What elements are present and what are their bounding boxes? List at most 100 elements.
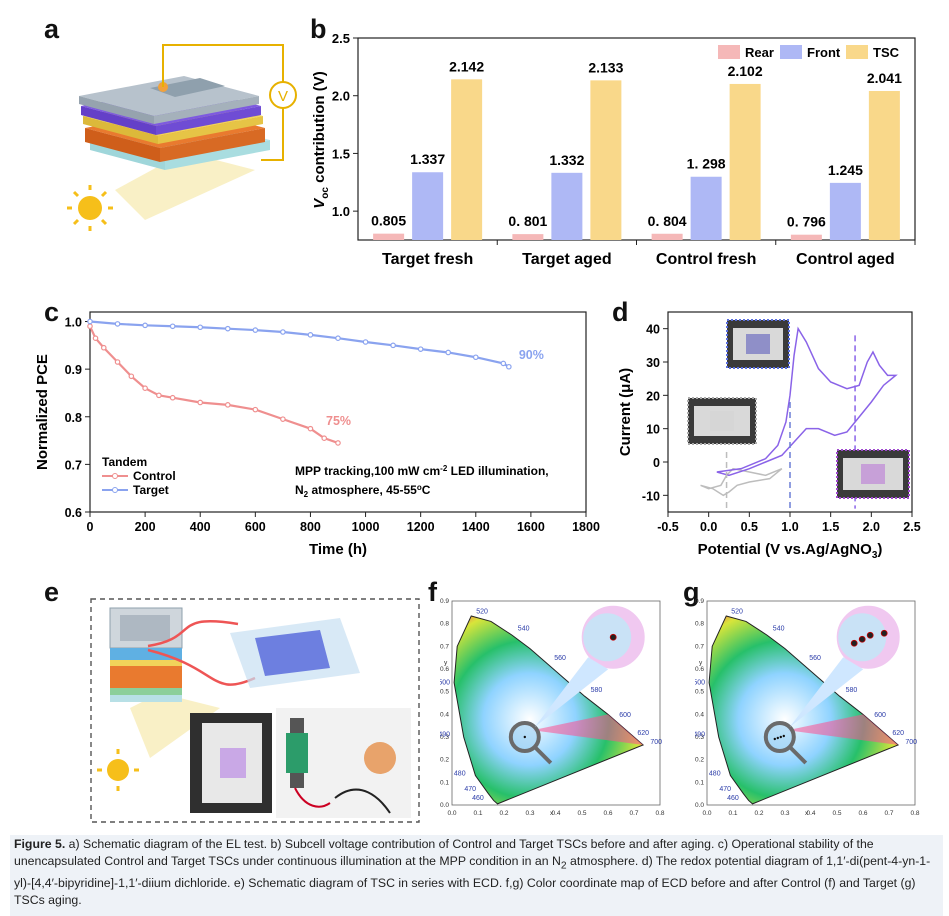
color-coordinate-point — [779, 735, 782, 739]
data-point — [114, 321, 121, 327]
cie-y-tick-label: 0.8 — [440, 621, 449, 628]
x-tick-label: 800 — [300, 520, 321, 534]
wavelength-label: 620 — [637, 730, 649, 737]
y-tick-label: -10 — [642, 489, 660, 503]
cie-y-tick-label: 0.8 — [695, 621, 704, 628]
y-tick-label: 0.9 — [65, 363, 82, 377]
y-tick-label: 1.0 — [332, 204, 350, 219]
cie-frame — [451, 600, 661, 806]
bar-value-label: 1.245 — [828, 162, 863, 178]
data-point — [390, 342, 396, 349]
bar-front — [829, 182, 861, 240]
data-point — [280, 329, 286, 335]
cie-y-tick-label: 0.0 — [440, 802, 449, 809]
cie-y-tick-label: 0.2 — [440, 757, 449, 764]
cie-x-tick-label: 0.5 — [577, 810, 586, 817]
legend-swatch — [780, 45, 802, 59]
cie-x-tick-label: 0.3 — [780, 810, 789, 817]
x-tick-label: 1200 — [407, 520, 435, 534]
zoomed-coordinate-point — [866, 631, 874, 639]
wavelength-label: 600 — [619, 712, 631, 719]
y-axis-label: Normalized PCE — [34, 354, 51, 470]
x-tick-label: 1.5 — [822, 520, 839, 534]
zoom-connector — [789, 657, 864, 727]
cie-x-axis-label: x — [805, 810, 809, 817]
cie-frame — [706, 600, 916, 806]
cie-red-region — [532, 714, 644, 745]
bar-front — [551, 172, 583, 240]
bar-value-label: 2.102 — [728, 63, 763, 79]
x-tick-label: 2.5 — [903, 520, 920, 534]
y-axis-label: Current (μA) — [617, 368, 634, 456]
y-tick-label: 2.0 — [332, 89, 350, 104]
cie-x-tick-label: 0.3 — [525, 810, 534, 817]
wavelength-label: 500 — [695, 680, 705, 687]
category-label: Target fresh — [382, 251, 473, 268]
plot-frame — [89, 311, 587, 513]
cie-x-tick-label: 0.8 — [655, 810, 664, 817]
cie-x-tick-label: 0.1 — [473, 810, 482, 817]
data-point — [87, 323, 93, 330]
legend-label: Rear — [745, 45, 774, 60]
cie-y-tick-label: 0.7 — [440, 643, 449, 650]
cie-x-tick-label: 0.2 — [499, 810, 508, 817]
y-tick-label: 0 — [653, 456, 660, 470]
cie-x-tick-label: 0.6 — [603, 810, 612, 817]
bar-rear — [373, 233, 405, 240]
wavelength-label: 520 — [476, 609, 488, 616]
panel-label-e: e — [44, 577, 60, 607]
y-tick-label: 1.5 — [332, 146, 350, 161]
bar-tsc — [451, 79, 483, 240]
cie-y-tick-label: 0.7 — [695, 643, 704, 650]
zoomed-coordinate-point — [609, 633, 617, 641]
wavelength-label: 500 — [440, 680, 450, 687]
cie-x-tick-label: 0.6 — [858, 810, 867, 817]
data-point — [252, 406, 259, 413]
data-point — [445, 349, 452, 356]
bar-value-label: 0. 801 — [508, 213, 547, 229]
figure-caption: Figure 5. a) Schematic diagram of the EL… — [10, 835, 943, 916]
cie-y-axis-label: y — [699, 659, 703, 666]
x-axis-label: Potential (V vs.Ag/AgNO3) — [698, 541, 883, 561]
wavelength-label: 560 — [809, 655, 821, 662]
zoomed-coordinate-point — [880, 629, 888, 637]
bar-value-label: 1.332 — [549, 152, 584, 168]
x-tick-label: 1.0 — [781, 520, 798, 534]
legend-marker — [112, 487, 118, 493]
x-tick-label: 0.0 — [700, 520, 717, 534]
cie-x-tick-label: 0.5 — [832, 810, 841, 817]
data-point — [417, 346, 424, 352]
conditions-annotation-line2: N2 atmosphere, 45-55oC — [295, 483, 431, 499]
data-point — [197, 324, 204, 331]
y-tick-label: 0.6 — [65, 506, 82, 520]
cie-y-axis-label: y — [444, 659, 448, 666]
sun-icon — [97, 749, 139, 791]
bar-tsc — [729, 83, 761, 240]
category-label: Control fresh — [656, 251, 756, 268]
data-point — [169, 323, 176, 330]
zoomed-coordinate-point — [850, 639, 858, 647]
legend-title: Tandem — [102, 455, 147, 469]
sun-icon — [67, 185, 113, 231]
category-label: Target aged — [522, 251, 612, 268]
x-tick-label: -0.5 — [657, 520, 679, 534]
x-tick-label: 200 — [135, 520, 156, 534]
cie-y-tick-label: 0.2 — [695, 757, 704, 764]
panel-label-c: c — [44, 297, 60, 327]
y-tick-label: 0.7 — [65, 458, 82, 472]
wavelength-label: 470 — [464, 786, 476, 793]
caption-subscript: 2 — [560, 860, 567, 872]
data-point — [307, 425, 314, 432]
bar-front — [690, 176, 722, 240]
series-line-target — [89, 320, 510, 368]
data-point — [92, 335, 99, 341]
panel-label-a: a — [44, 14, 60, 44]
category-label: Control aged — [796, 251, 895, 268]
bar-front — [412, 172, 444, 240]
data-point — [100, 344, 107, 351]
color-coordinate-point — [782, 734, 785, 738]
legend-label: TSC — [873, 45, 900, 60]
y-tick-label: 10 — [646, 423, 660, 437]
photo-inset-oxidized-purple-cell — [861, 464, 885, 484]
x-tick-label: 2.0 — [863, 520, 880, 534]
